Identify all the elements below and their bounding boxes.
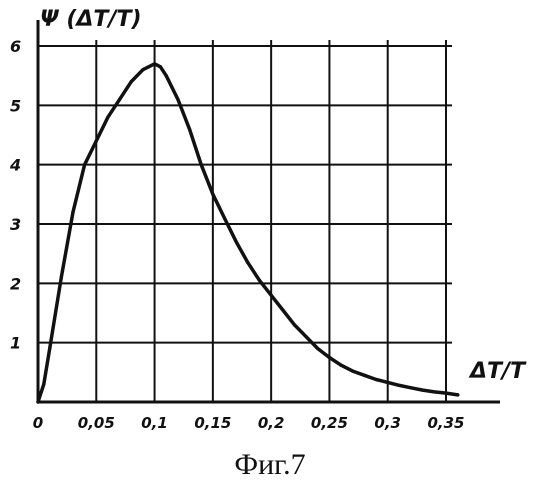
data-point: [130, 80, 133, 83]
data-point: [188, 127, 191, 130]
x-tick-label: 0,3: [374, 414, 401, 432]
data-point: [246, 261, 249, 264]
y-tick-label: 2: [10, 274, 21, 293]
data-point: [36, 400, 39, 403]
grid: [38, 40, 452, 402]
y-tick-label: 4: [9, 156, 21, 175]
y-tick-label: 6: [10, 37, 21, 56]
data-point: [316, 347, 319, 350]
data-point: [293, 323, 296, 326]
data-point: [153, 62, 156, 65]
x-tick-label: 0,15: [194, 414, 231, 432]
data-point: [165, 74, 168, 77]
figure-caption: Фиг.7: [0, 448, 540, 482]
data-point: [258, 279, 261, 282]
data-point: [409, 386, 412, 389]
data-point: [176, 98, 179, 101]
data-point: [421, 389, 424, 392]
data-point: [95, 139, 98, 142]
data-point: [147, 65, 150, 68]
x-tick-label: 0: [33, 414, 43, 432]
data-point: [398, 384, 401, 387]
data-point: [339, 364, 342, 367]
data-point: [235, 240, 238, 243]
data-point: [48, 347, 51, 350]
y-axis-title: Ψ (ΔT/T): [40, 7, 142, 32]
data-point: [223, 216, 226, 219]
data-point: [328, 356, 331, 359]
data-point: [118, 98, 121, 101]
data-point: [211, 193, 214, 196]
data-point: [363, 374, 366, 377]
x-tick-label: 0,05: [78, 414, 115, 432]
data-point: [444, 392, 447, 395]
data-point: [270, 294, 273, 297]
data-point: [159, 65, 162, 68]
data-point: [386, 381, 389, 384]
data-point: [71, 211, 74, 214]
y-tick-label: 5: [10, 96, 21, 115]
y-tick-label: 3: [10, 215, 21, 234]
data-point: [281, 308, 284, 311]
data-point: [141, 68, 144, 71]
x-tick-label: 0,25: [311, 414, 348, 432]
data-point: [200, 163, 203, 166]
series-line: [38, 64, 458, 402]
data-point: [374, 378, 377, 381]
x-tick-label: 0,35: [427, 414, 464, 432]
data-point: [83, 163, 86, 166]
data-point: [60, 276, 63, 279]
data-point: [456, 393, 459, 396]
x-axis-title: ΔT/T: [468, 359, 527, 384]
data-point: [351, 370, 354, 373]
x-tick-label: 0,1: [141, 414, 168, 432]
y-tick-label: 1: [10, 334, 21, 353]
x-tick-label: 0,2: [258, 414, 285, 432]
data-point: [106, 116, 109, 119]
axes: [38, 20, 500, 402]
data-point: [433, 390, 436, 393]
tick-labels: 0 0,05 0,1 0,15 0,2 0,25 0,3 0,35 1 2 3 4 5 6: [9, 37, 465, 432]
series-group: [36, 62, 459, 403]
data-point: [42, 383, 45, 386]
data-point: [305, 335, 308, 338]
